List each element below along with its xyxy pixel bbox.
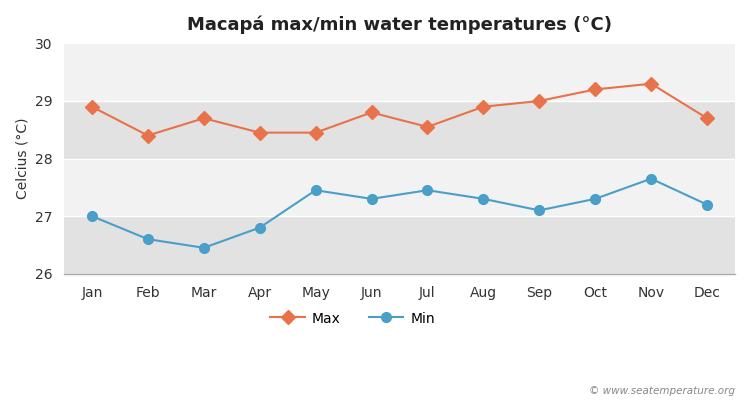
Min [646,176,656,181]
Min [200,245,208,250]
Title: Macapá max/min water temperatures (°C): Macapá max/min water temperatures (°C) [187,15,612,34]
Max [535,98,544,103]
Min [478,196,488,201]
Min [423,188,432,193]
Bar [64,158,735,216]
Bar [64,216,735,274]
Text: © www.seatemperature.org: © www.seatemperature.org [589,386,735,396]
Max [423,124,432,129]
Line: Max: Max [87,79,712,140]
Y-axis label: Celcius (°C): Celcius (°C) [15,118,29,199]
Min [311,188,320,193]
Max [591,87,600,92]
Max [478,104,488,109]
Min [255,225,264,230]
Max [311,130,320,135]
Bar [64,43,735,101]
Line: Min: Min [87,174,712,253]
Max [200,116,208,121]
Max [646,81,656,86]
Max [367,110,376,115]
Legend: Max, Min: Max, Min [265,306,440,331]
Min [143,237,152,242]
Max [143,133,152,138]
Min [535,208,544,213]
Min [88,214,97,218]
Min [367,196,376,201]
Min [703,202,712,207]
Bar [64,101,735,158]
Max [88,104,97,109]
Max [255,130,264,135]
Max [703,116,712,121]
Min [591,196,600,201]
